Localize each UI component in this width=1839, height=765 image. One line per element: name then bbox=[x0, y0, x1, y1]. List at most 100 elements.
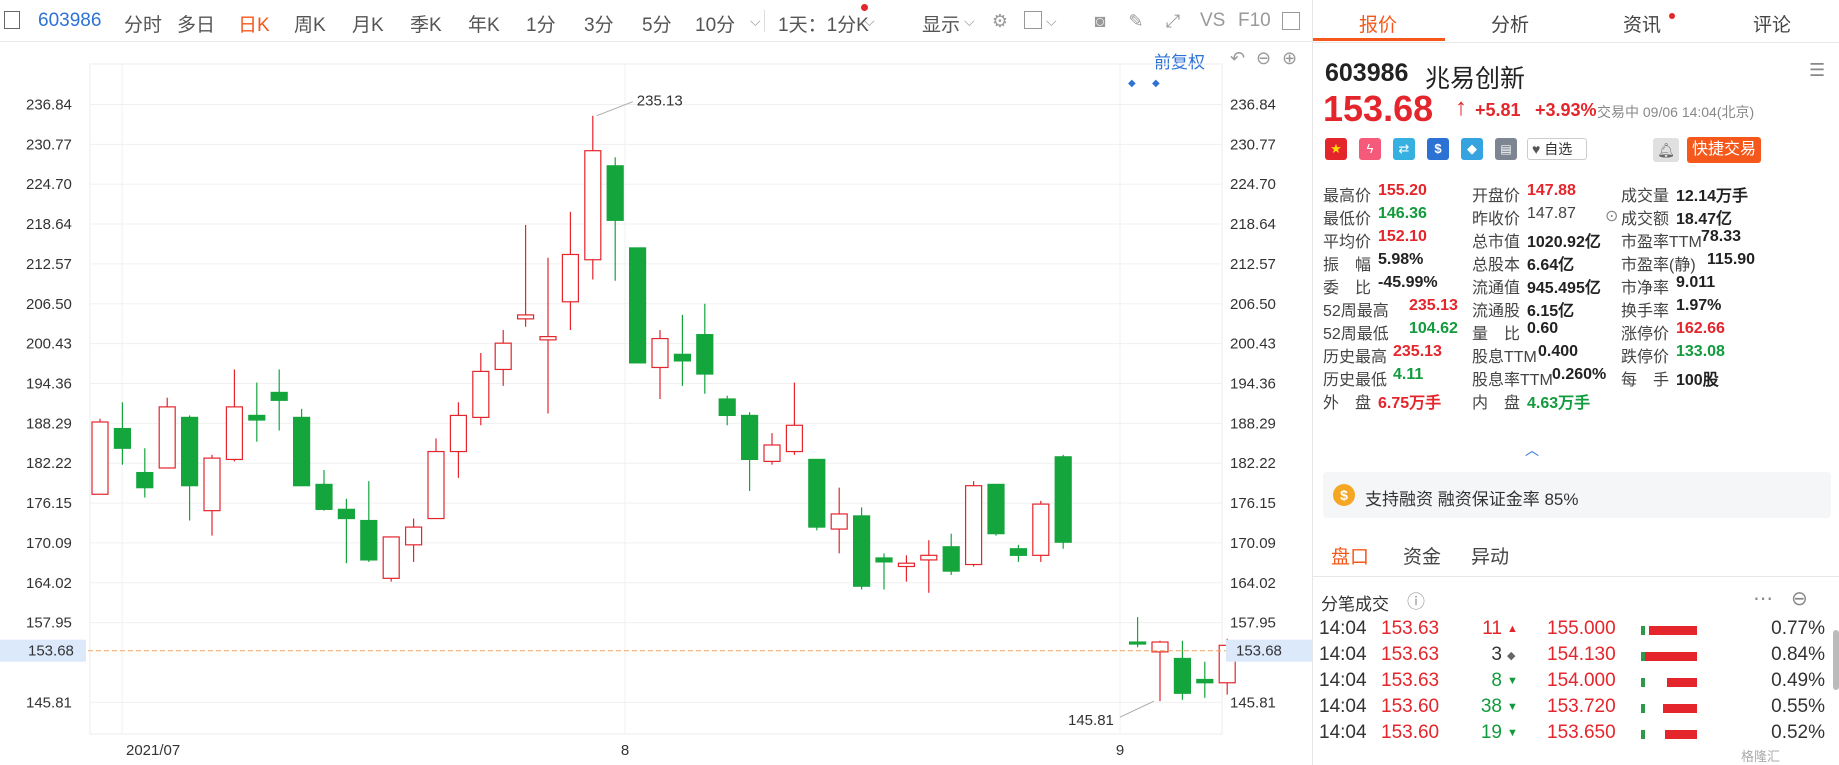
fullscreen-icon[interactable]: ⤢ bbox=[1165, 11, 1181, 31]
stat-value: 133.08 bbox=[1676, 343, 1725, 360]
candle-body bbox=[1009, 548, 1028, 556]
tab-news[interactable]: 资讯 bbox=[1623, 15, 1662, 36]
dollar-icon[interactable]: $ bbox=[1427, 138, 1449, 160]
candle-body bbox=[203, 457, 221, 512]
toolbar-divider bbox=[764, 10, 765, 32]
stat-label: 流通值 bbox=[1472, 280, 1521, 297]
more-info-icon[interactable]: ⊙ bbox=[1605, 208, 1619, 225]
period-select[interactable]: 1天：1分K bbox=[778, 15, 869, 36]
current-price: 153.68 bbox=[1323, 88, 1434, 129]
period-tab-10min[interactable]: 10分 bbox=[695, 15, 736, 36]
more-icon[interactable]: ⋯ bbox=[1753, 588, 1773, 610]
stat-value: 115.90 bbox=[1707, 251, 1756, 268]
adjust-mode-button[interactable]: 前复权 bbox=[1154, 53, 1205, 72]
kline-chart[interactable]: 前复权 ↶ ⊖ ⊕ 236.84 236.84 230.77 230.77 224.70… bbox=[0, 42, 1312, 765]
candle-body bbox=[561, 253, 580, 303]
stat-label: 总股本 bbox=[1472, 257, 1521, 274]
period-tab-5min[interactable]: 5分 bbox=[642, 15, 672, 36]
candle-body bbox=[494, 342, 512, 371]
level-price: 153.720 bbox=[1547, 696, 1616, 717]
candle-body bbox=[785, 424, 804, 453]
level-bar bbox=[1662, 704, 1697, 713]
level-pct: 0.77% bbox=[1771, 618, 1825, 639]
panel-toggle-icon[interactable] bbox=[1282, 12, 1300, 30]
stat-label: 成交额 bbox=[1621, 211, 1670, 228]
period-tab-yearly[interactable]: 年K bbox=[468, 15, 500, 36]
tab-quote[interactable]: 报价 bbox=[1359, 15, 1398, 36]
info-icon[interactable]: ⓘ bbox=[1407, 592, 1425, 612]
stat-value: 1.97% bbox=[1676, 297, 1722, 314]
stat-label: 昨收价 bbox=[1472, 211, 1521, 228]
candle-body bbox=[293, 416, 311, 487]
scrollbar-thumb[interactable] bbox=[1833, 630, 1839, 690]
chevron-down-icon[interactable]: ⌵ bbox=[750, 13, 761, 29]
trade-price: 153.63 bbox=[1381, 618, 1440, 639]
candle-body bbox=[584, 150, 602, 261]
level-bar-marker bbox=[1641, 678, 1645, 687]
bell-icon[interactable]: 🔔︎ bbox=[1653, 138, 1679, 162]
watchlist-button[interactable]: ♥ 自选 bbox=[1527, 138, 1587, 160]
collapse-arrow-icon[interactable]: ⊖ bbox=[1791, 588, 1808, 610]
trade-row: 14:04 153.60 38 153.720 0.55% ▼ bbox=[1319, 696, 1839, 725]
period-tab-weekly[interactable]: 周K bbox=[294, 15, 326, 36]
tag-icon[interactable]: ◆ bbox=[1461, 138, 1483, 160]
pencil-icon[interactable]: ✎ bbox=[1128, 11, 1144, 31]
period-tab-monthly[interactable]: 月K bbox=[352, 15, 384, 36]
f10-button[interactable]: F10 bbox=[1238, 10, 1271, 31]
period-tab-intraday[interactable]: 分时 bbox=[124, 15, 163, 36]
china-flag-icon[interactable]: ★ bbox=[1325, 138, 1347, 160]
candle-body bbox=[830, 513, 848, 530]
stat-value: 78.33 bbox=[1701, 228, 1742, 245]
period-tab-daily[interactable]: 日K bbox=[238, 15, 270, 36]
margin-banner[interactable]: $ 支持融资 融资保证金率 85% bbox=[1323, 472, 1831, 518]
compare-vs-button[interactable]: VS bbox=[1200, 10, 1226, 31]
candle-body bbox=[539, 335, 557, 341]
x-tick-label: 8 bbox=[621, 742, 629, 759]
lightning-icon[interactable]: ϟ bbox=[1359, 138, 1381, 160]
chevron-down-icon[interactable]: ⌵ bbox=[1046, 13, 1057, 29]
stat-label: 振 幅 bbox=[1323, 257, 1372, 274]
settings-icon[interactable]: ⚙ bbox=[991, 11, 1009, 31]
candle-body bbox=[673, 353, 692, 362]
sidebar-toggle-icon[interactable] bbox=[4, 11, 20, 29]
zoom-out-icon[interactable]: ⊖ bbox=[1256, 48, 1272, 68]
camera-icon[interactable]: ◙ bbox=[1094, 11, 1106, 31]
y-tick-label-left: 182.22 bbox=[26, 455, 72, 472]
trade-volume: 3 bbox=[1491, 644, 1502, 665]
period-tab-1min[interactable]: 1分 bbox=[526, 15, 556, 36]
y-tick-label-left: 164.02 bbox=[26, 575, 72, 592]
period-tab-multiday[interactable]: 多日 bbox=[177, 15, 216, 36]
candle-body bbox=[315, 483, 333, 510]
diamond-icon: ◆ bbox=[1507, 650, 1516, 662]
low-annotation: 145.81 bbox=[1068, 712, 1114, 729]
trade-volume: 11 bbox=[1482, 618, 1502, 639]
quick-trade-button[interactable]: 快捷交易 bbox=[1687, 137, 1761, 163]
trade-price: 153.60 bbox=[1381, 696, 1440, 717]
period-tab-3min[interactable]: 3分 bbox=[584, 15, 614, 36]
trade-status: 交易中 09/06 14:04(北京) bbox=[1597, 104, 1755, 120]
reset-icon[interactable]: ↶ bbox=[1230, 48, 1246, 68]
quote-panel: 报价 分析 资讯 评论 603986 兆易创新 ☰ 153.68 ↑ +5.81… bbox=[1312, 0, 1839, 765]
y-tick-label-right: 224.70 bbox=[1230, 176, 1276, 193]
y-tick-label-right: 236.84 bbox=[1230, 96, 1276, 113]
shuffle-icon[interactable]: ⇄ bbox=[1393, 138, 1415, 160]
tab-funds[interactable]: 资金 bbox=[1403, 547, 1442, 568]
y-tick-label-left: 212.57 bbox=[26, 256, 72, 273]
document-icon[interactable]: ▤ bbox=[1495, 138, 1517, 160]
candle-body bbox=[1054, 456, 1072, 543]
period-tab-quarterly[interactable]: 季K bbox=[410, 15, 442, 36]
layout-icon[interactable] bbox=[1024, 11, 1042, 29]
tab-analysis[interactable]: 分析 bbox=[1491, 15, 1530, 36]
tab-orderbook[interactable]: 盘口 bbox=[1331, 547, 1370, 568]
level-price: 155.000 bbox=[1547, 618, 1616, 639]
chevron-down-icon[interactable]: ⌵ bbox=[864, 13, 875, 29]
menu-icon[interactable]: ☰ bbox=[1809, 60, 1826, 80]
tab-comments[interactable]: 评论 bbox=[1753, 15, 1792, 36]
chevron-down-icon[interactable]: ⌵ bbox=[964, 13, 975, 29]
display-menu[interactable]: 显示 bbox=[922, 15, 961, 36]
candle-body bbox=[449, 414, 467, 453]
zoom-in-icon[interactable]: ⊕ bbox=[1282, 48, 1298, 68]
tab-movements[interactable]: 异动 bbox=[1471, 547, 1510, 568]
candle-body bbox=[628, 247, 647, 364]
collapse-icon[interactable]: ︿ bbox=[1525, 442, 1539, 458]
